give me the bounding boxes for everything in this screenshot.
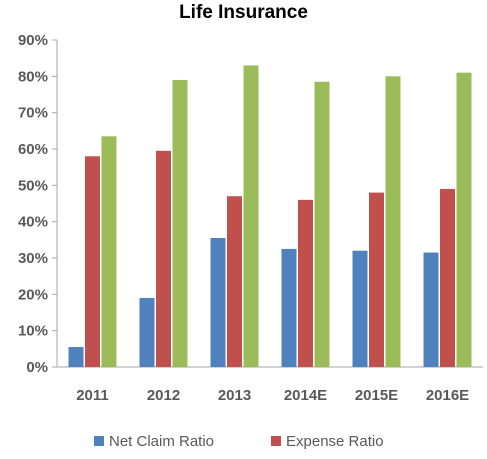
y-tick-label: 80% [18,68,48,85]
bar [385,76,401,367]
legend: Net Claim Ratio Expense Ratio [94,433,384,450]
y-tick-label: 20% [18,286,48,303]
bar [423,252,439,367]
bar [139,297,155,367]
bar [456,72,472,367]
bar [210,238,226,367]
y-tick-label: 0% [26,359,48,376]
legend-swatch [94,436,104,446]
y-tick-label: 70% [18,105,48,122]
y-tick-label: 30% [18,250,48,267]
x-tick-label: 2012 [147,387,180,404]
x-tick-label: 2015E [355,387,398,404]
bar [440,188,455,367]
bar [352,250,368,367]
y-tick-label: 50% [18,177,48,194]
bar [281,248,297,367]
y-tick-label: 90% [18,32,48,49]
bar [101,136,117,367]
bar [68,347,84,367]
chart-title: Life Insurance [179,2,308,23]
bar [314,81,330,368]
bar [298,199,313,367]
x-tick-label: 2011 [76,387,109,404]
legend-swatch [271,436,281,446]
x-tick-label: 2013 [218,387,251,404]
bar [227,196,242,367]
bar [172,79,188,367]
y-tick-label: 40% [18,214,48,231]
y-axis-ticks: 0% 10% 20% 30% 40% 50% 60% 70% 80% 90% [18,32,57,376]
bar [369,192,384,367]
legend-label: Net Claim Ratio [109,433,214,450]
legend-label: Expense Ratio [286,433,384,450]
y-tick-label: 60% [18,141,48,158]
y-tick-label: 10% [18,323,48,340]
x-tick-label: 2014E [284,387,327,404]
bar [85,156,100,367]
x-axis-labels: 2011 2012 2013 2014E 2015E 2016E [76,387,469,404]
bars [68,65,472,368]
x-tick-label: 2016E [426,387,469,404]
bar [156,150,171,367]
bar [243,65,259,367]
